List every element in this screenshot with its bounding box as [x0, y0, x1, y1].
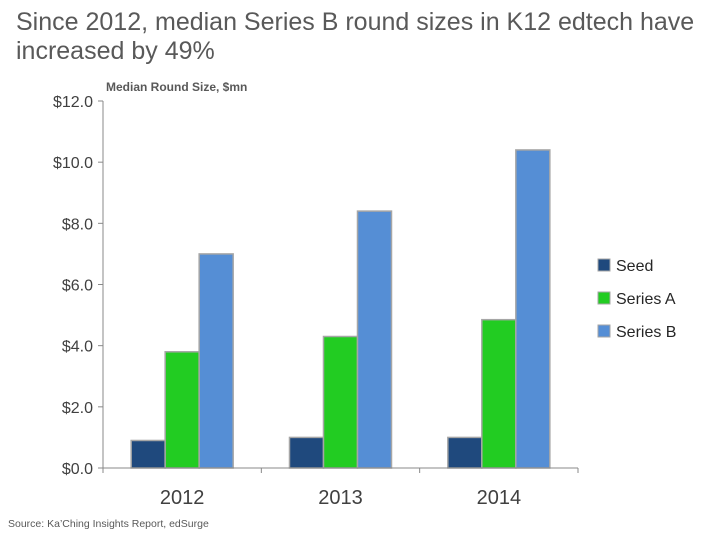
- bar-series-a-2014: [481, 318, 517, 469]
- source-note: Source: Ka’Ching Insights Report, edSurg…: [8, 518, 209, 530]
- legend: Seed Series A Series B: [597, 258, 676, 341]
- bar-series-a-2012: [164, 351, 200, 469]
- y-tick-label: $4.0: [62, 339, 93, 356]
- bar-series-b-2014: [515, 149, 551, 469]
- legend-swatch: [597, 291, 611, 305]
- bar-series-b-2013: [356, 210, 393, 469]
- chart-title: Since 2012, median Series B round sizes …: [16, 8, 695, 65]
- legend-label: Series A: [616, 291, 676, 308]
- bar-series-a-2013: [322, 335, 359, 469]
- y-tick-label: $6.0: [62, 278, 93, 295]
- y-axis-label: Median Round Size, $mn: [106, 80, 247, 94]
- y-tick-label: $10.0: [53, 155, 93, 172]
- x-tick-label: 2014: [477, 487, 522, 509]
- legend-swatch: [597, 324, 611, 338]
- x-axis: 2012 2013 2014: [102, 467, 579, 509]
- y-tick-label: $2.0: [62, 400, 93, 417]
- bars-group: [130, 149, 551, 469]
- legend-swatch: [597, 258, 611, 272]
- y-tick-label: $0.0: [62, 461, 93, 478]
- x-tick-label: 2012: [160, 487, 205, 509]
- legend-label: Seed: [616, 258, 653, 275]
- y-axis: $0.0 $2.0 $4.0 $6.0 $8.0 $10.0 $12.0: [53, 94, 104, 478]
- legend-label: Series B: [616, 324, 676, 341]
- y-tick-label: $12.0: [53, 94, 93, 111]
- bar-series-b-2012: [198, 253, 234, 469]
- x-tick-label: 2013: [318, 487, 363, 509]
- bar-seed-2014: [447, 436, 483, 469]
- bar-seed-2012: [130, 439, 166, 469]
- y-tick-label: $8.0: [62, 216, 93, 233]
- bar-seed-2013: [288, 436, 325, 469]
